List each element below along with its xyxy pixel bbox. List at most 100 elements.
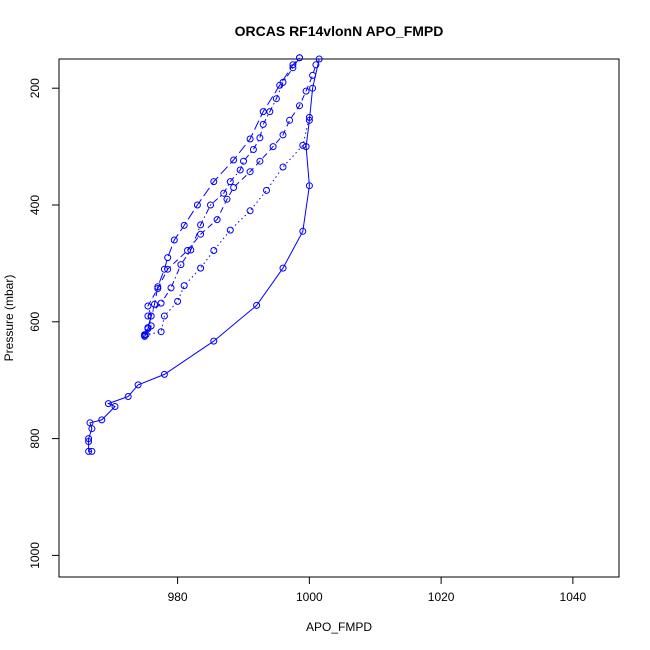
y-tick-label: 600	[28, 311, 42, 331]
y-axis-label: Pressure (mbar)	[2, 275, 16, 362]
data-point	[157, 299, 165, 307]
x-tick-label: 1040	[560, 590, 587, 604]
data-point	[180, 282, 188, 290]
data-point	[193, 201, 201, 209]
data-point	[210, 337, 218, 345]
data-point	[230, 156, 238, 164]
data-point	[85, 435, 93, 443]
data-point	[230, 184, 238, 191]
data-point	[220, 189, 228, 197]
data-point	[160, 370, 168, 378]
data-point	[197, 230, 205, 238]
data-point	[124, 393, 132, 400]
data-point	[88, 447, 96, 455]
y-tick-label: 400	[28, 195, 42, 215]
series-line	[144, 57, 300, 337]
data-point	[197, 221, 205, 229]
data-point	[296, 102, 303, 110]
data-point	[177, 261, 185, 269]
data-point	[302, 87, 310, 95]
data-point	[160, 312, 168, 320]
data-point	[309, 84, 317, 92]
data-point	[180, 221, 188, 229]
data-point	[223, 195, 231, 203]
x-tick-label: 1000	[296, 590, 323, 604]
data-point	[272, 95, 280, 103]
x-tick-label: 1020	[428, 590, 455, 604]
series-4	[142, 54, 303, 339]
data-point	[256, 134, 264, 142]
series-2	[141, 61, 320, 339]
data-point	[279, 264, 287, 272]
data-point	[170, 236, 178, 244]
data-point	[187, 246, 195, 254]
data-point	[259, 108, 267, 116]
data-point	[276, 81, 284, 89]
y-axis: 200 400 600 800 1000	[28, 78, 60, 569]
plot-area-frame	[58, 58, 620, 578]
data-point	[86, 419, 94, 427]
data-point	[154, 283, 162, 291]
y-tick-label: 800	[28, 428, 42, 448]
series-line	[145, 57, 300, 335]
data-point	[266, 108, 274, 116]
data-point	[111, 403, 119, 410]
series-3	[141, 113, 313, 339]
series-5	[141, 54, 303, 340]
data-point	[249, 146, 257, 153]
data-point	[85, 438, 93, 445]
data-point	[141, 332, 149, 340]
chart-title: ORCAS RF14vlonN APO_FMPD	[235, 23, 444, 39]
data-point	[305, 116, 313, 124]
data-point	[302, 143, 310, 151]
data-point	[246, 135, 254, 143]
x-tick-label: 980	[168, 590, 188, 604]
data-point	[305, 182, 313, 190]
data-point	[279, 131, 287, 139]
data-point	[210, 178, 218, 186]
data-point	[309, 71, 317, 79]
data-point	[312, 61, 320, 69]
data-point	[315, 55, 323, 63]
data-point	[144, 302, 152, 310]
data-point	[253, 301, 261, 309]
data-point	[305, 113, 313, 121]
data-point	[85, 447, 93, 455]
series-line	[144, 117, 310, 336]
y-tick-label: 1000	[28, 542, 42, 569]
data-point	[226, 226, 234, 234]
data-point	[144, 325, 152, 333]
data-point	[269, 143, 277, 151]
y-tick-label: 200	[28, 78, 42, 98]
data-point	[160, 265, 168, 273]
data-point	[240, 157, 247, 165]
data-point	[157, 328, 165, 336]
data-point	[174, 297, 182, 305]
data-point	[98, 416, 106, 424]
data-point	[289, 61, 297, 69]
data-point	[286, 116, 294, 124]
data-point	[213, 216, 221, 224]
data-point	[104, 400, 112, 408]
data-point	[259, 120, 267, 128]
data-point	[246, 207, 254, 215]
data-point	[263, 186, 270, 194]
data-point	[299, 141, 307, 149]
data-point	[226, 178, 234, 186]
data-point	[151, 300, 158, 308]
series-layer	[85, 54, 323, 455]
data-point	[164, 254, 172, 262]
data-point	[134, 381, 142, 389]
data-point	[299, 227, 307, 235]
x-axis-label: APO_FMPD	[306, 620, 372, 634]
data-point	[236, 166, 244, 174]
data-point	[210, 247, 218, 254]
series-1	[85, 55, 323, 455]
data-point	[246, 168, 254, 176]
data-point	[167, 284, 175, 292]
data-point	[197, 264, 205, 272]
data-point	[256, 157, 264, 165]
x-axis: 980 1000 1020 1040	[168, 576, 587, 604]
series-line	[88, 58, 320, 452]
